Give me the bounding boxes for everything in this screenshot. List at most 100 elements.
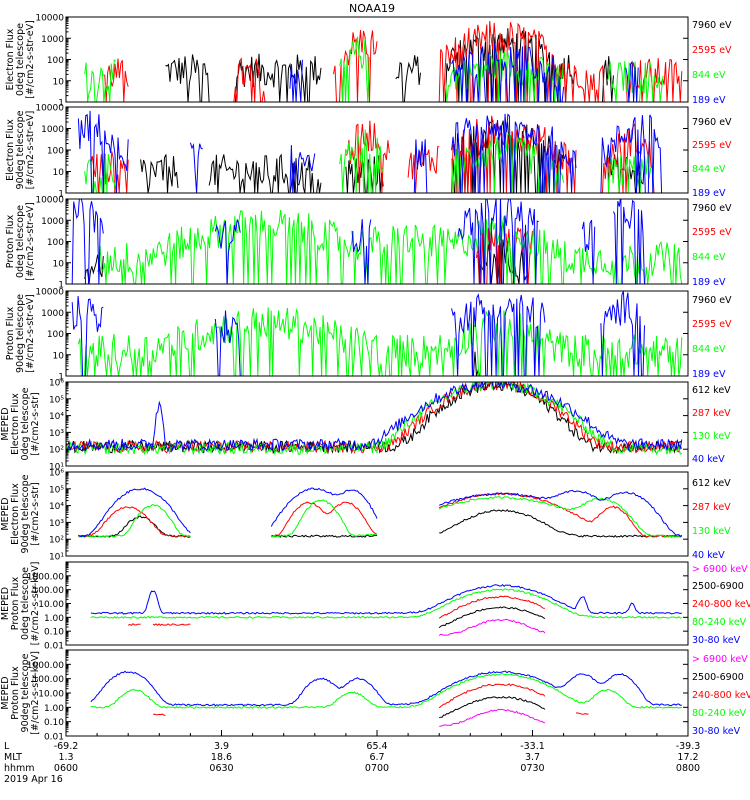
y-tick-label: 1 (58, 99, 64, 109)
y-tick-label: 10³ (49, 519, 64, 529)
series-group (66, 382, 683, 456)
y-tick-label: 0.01 (44, 642, 64, 652)
y-axis-label-line: MEPED (0, 587, 11, 620)
y-axis-label-line: Electron Flux (10, 483, 21, 545)
series-line-2 (439, 695, 546, 719)
y-tick-label: 10 (53, 351, 65, 361)
legend-entry: 240-800 keV (692, 690, 750, 701)
legend-entry: 287 keV (692, 502, 731, 513)
legend-entry: > 6900 keV (692, 564, 748, 575)
x-tick-label-hhmm: 0700 (365, 763, 389, 774)
y-axis-label-line: 0deg telescope (15, 23, 26, 96)
series-line-2 (438, 606, 546, 628)
legend-entry: 2500-6900 (692, 581, 744, 592)
panel-frame (65, 561, 689, 646)
y-axis-label-line: [#/cm2-s-str] (30, 482, 41, 545)
legend-entry: 2595 eV (692, 140, 732, 151)
y-axis-label: MEPEDElectron Flux0deg telescope[#/cm2-s… (0, 387, 41, 460)
panel-7: 0.010.101.0010.00100.001000.00MEPEDProto… (0, 561, 750, 652)
series-line-2 (103, 21, 683, 102)
y-axis-label-line: [#/cm2-s-str-eV] (25, 20, 36, 99)
panel-frame (65, 290, 689, 377)
y-axis-label-line: 90deg telescope (15, 294, 26, 373)
y-tick-label: 10² (49, 536, 64, 546)
legend-entry: 189 eV (692, 188, 726, 199)
y-tick-label: 100 (47, 238, 64, 248)
legend-entry: 2595 eV (692, 319, 732, 330)
y-tick-label: 1000 (41, 35, 64, 45)
y-axis-label-line: [#/cm2-s-str-eV] (25, 202, 36, 281)
series-group (77, 110, 664, 193)
y-tick-label: 10.00 (38, 600, 64, 610)
legend-entry: 287 keV (692, 408, 731, 419)
series-line-4 (78, 487, 683, 538)
series-group (78, 487, 683, 539)
series-line-5 (90, 584, 682, 615)
y-tick-label: 1000 (41, 309, 64, 319)
y-axis-label-line: 90deg telescope (20, 474, 31, 553)
series-group (84, 21, 683, 102)
series-line-4 (66, 382, 683, 452)
series-line-3 (96, 209, 683, 284)
y-tick-label: 0.10 (44, 628, 64, 638)
series-line-4 (77, 110, 664, 193)
x-tick-label-l: -39.3 (676, 741, 701, 752)
y-tick-label: 1000 (41, 217, 64, 227)
series-line-1 (140, 119, 645, 193)
y-axis-label-line: Proton Flux (10, 666, 21, 720)
y-axis-label: MEPEDElectron Flux90deg telescope[#/cm2-… (0, 474, 41, 553)
y-axis-label: Proton Flux0deg telescope[#/cm2-s-str-eV… (5, 202, 36, 281)
series-line-3 (153, 683, 589, 716)
y-axis-label-line: 90deg telescope (20, 653, 31, 732)
y-axis-label: Electron Flux90deg telescope[#/cm2-s-str… (5, 110, 36, 189)
legend-entry: 612 keV (692, 385, 731, 396)
series-line-4 (289, 43, 639, 102)
y-tick-label: 1.00 (44, 614, 64, 624)
y-tick-label: 10⁴ (49, 502, 64, 512)
y-tick-label: 10 (53, 168, 65, 178)
y-axis-label-line: [#/cm2-s-str-keV] (30, 562, 41, 646)
x-tick-label-l: -69.2 (54, 741, 79, 752)
legend-entry: 7960 eV (692, 20, 732, 31)
y-tick-label: 10000 (35, 104, 64, 114)
legend-entry: 844 eV (692, 252, 726, 263)
series-line-5 (90, 670, 682, 707)
legend-entry: 130 keV (692, 431, 731, 442)
legend-entry: 189 eV (692, 95, 726, 106)
y-tick-label: 0.10 (44, 718, 64, 728)
panel-frame (65, 381, 689, 467)
y-axis-label-line: Proton Flux (5, 306, 16, 360)
legend-entry: 40 keV (692, 454, 725, 465)
y-axis-label: Electron Flux0deg telescope[#/cm2-s-str-… (5, 20, 36, 99)
series-group (90, 670, 682, 727)
legend-entry: 844 eV (692, 70, 726, 81)
y-tick-label: 10¹ (49, 553, 64, 563)
legend-entry: 2595 eV (692, 227, 732, 238)
y-tick-label: 10000 (35, 288, 64, 298)
y-axis-label-line: MEPED (0, 407, 11, 440)
y-axis-label-line: Proton Flux (10, 576, 21, 630)
x-tick-label-hhmm: 0730 (520, 763, 544, 774)
legend-entry: 2500-6900 (692, 672, 744, 683)
y-axis-label-line: MEPED (0, 676, 11, 709)
x-tick-label-l: 65.4 (366, 741, 387, 752)
legend-entry: > 6900 keV (692, 654, 748, 665)
x-tick-label-mlt: 3.7 (525, 752, 540, 763)
y-axis-label-line: Electron Flux (10, 393, 21, 455)
x-tick-label-mlt: 1.3 (58, 752, 73, 763)
series-line-4 (90, 672, 682, 709)
legend-entry: 7960 eV (692, 117, 732, 128)
panel-6: 10¹ 10² 10³ 10⁴ 10⁵ 10⁶ MEPEDElectron Flux90de… (0, 469, 731, 563)
y-tick-label: 1 (58, 281, 64, 291)
y-tick-label: 1 (58, 190, 64, 200)
y-axis-label-line: Electron Flux (5, 119, 16, 181)
legend-entry: 844 eV (692, 164, 726, 175)
y-tick-label: 10³ (49, 429, 64, 439)
legend-entry: 240-800 keV (692, 599, 750, 610)
y-tick-label: 10² (49, 446, 64, 456)
